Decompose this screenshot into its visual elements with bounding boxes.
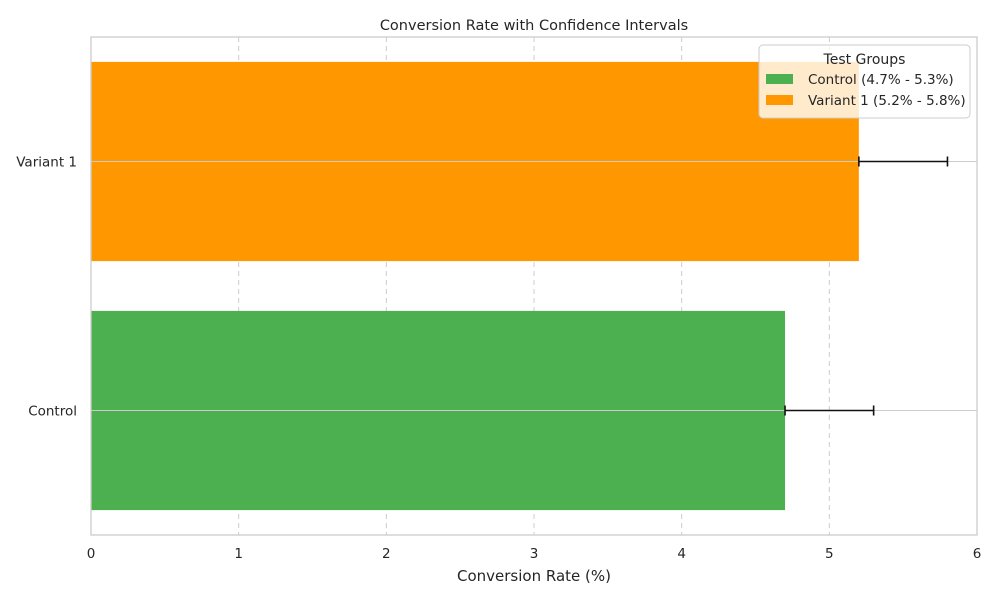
error-bars: [784, 156, 949, 416]
error-bar: [784, 405, 875, 416]
x-tick-label: 2: [382, 546, 391, 562]
chart-title: Conversion Rate with Confidence Interval…: [380, 18, 688, 34]
x-tick-label: 5: [825, 546, 834, 562]
y-tick-labels: Control Variant 1: [16, 155, 77, 420]
x-tick-label: 6: [973, 546, 982, 562]
x-tick-label: 1: [234, 546, 243, 562]
x-tick-labels: 0 1 2 3 4 5 6: [87, 546, 982, 562]
legend-swatch: [766, 74, 793, 84]
y-tick-label: Control: [28, 404, 77, 420]
legend-label: Variant 1 (5.2% - 5.8%): [808, 93, 966, 109]
legend-item: Control (4.7% - 5.3%): [766, 72, 954, 88]
y-tick-label: Variant 1: [16, 155, 77, 171]
plot-frame: [90, 36, 978, 536]
bars-layer: [91, 61, 859, 511]
x-tick-label: 0: [87, 546, 96, 562]
legend-item: Variant 1 (5.2% - 5.8%): [766, 93, 966, 109]
x-tick-label: 4: [677, 546, 686, 562]
legend-label: Control (4.7% - 5.3%): [808, 72, 954, 88]
x-tick-label: 3: [530, 546, 539, 562]
legend: Test Groups Control (4.7% - 5.3%) Variant …: [758, 44, 971, 119]
legend-box: [758, 44, 971, 119]
error-bar: [858, 156, 949, 167]
legend-title: Test Groups: [823, 52, 906, 68]
x-axis-label: Conversion Rate (%): [457, 567, 611, 585]
legend-swatch: [766, 95, 793, 105]
